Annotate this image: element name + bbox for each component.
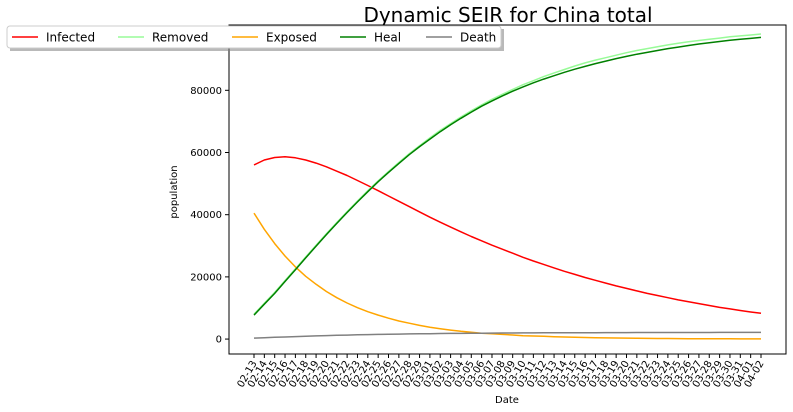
series-line-exposed (253, 212, 761, 340)
y-tick-label: 40000 (190, 210, 222, 221)
y-axis: 0 20000 40000 60000 80000 (190, 86, 229, 346)
y-axis-label: population (169, 165, 180, 218)
y-tick-label: 80000 (190, 86, 222, 97)
legend: Infected Removed Exposed Heal Death (6, 25, 504, 51)
series-line-removed (253, 33, 762, 315)
plot-area (228, 24, 787, 355)
legend-label-infected: Infected (46, 31, 95, 45)
legend-label-death: Death (460, 31, 496, 45)
chart-title: Dynamic SEIR for China total (363, 3, 652, 27)
x-axis-label: Date (495, 395, 519, 406)
series-line-death (253, 331, 761, 339)
y-tick-label: 60000 (190, 148, 222, 159)
series-line-infected (253, 156, 762, 315)
series-lines (253, 33, 762, 340)
y-tick-label: 0 (216, 335, 222, 346)
legend-label-removed: Removed (152, 31, 208, 45)
legend-label-exposed: Exposed (266, 31, 317, 45)
series-line-heal (253, 36, 762, 316)
x-axis: 02-1302-1402-1502-1602-1702-1802-1902-20… (236, 354, 767, 390)
y-tick-label: 20000 (190, 272, 222, 283)
legend-label-heal: Heal (374, 31, 401, 45)
